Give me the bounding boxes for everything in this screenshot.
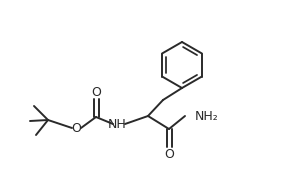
Text: O: O	[71, 122, 81, 135]
Text: O: O	[164, 147, 174, 161]
Text: NH: NH	[108, 118, 126, 131]
Text: NH₂: NH₂	[195, 109, 219, 122]
Text: O: O	[91, 85, 101, 98]
